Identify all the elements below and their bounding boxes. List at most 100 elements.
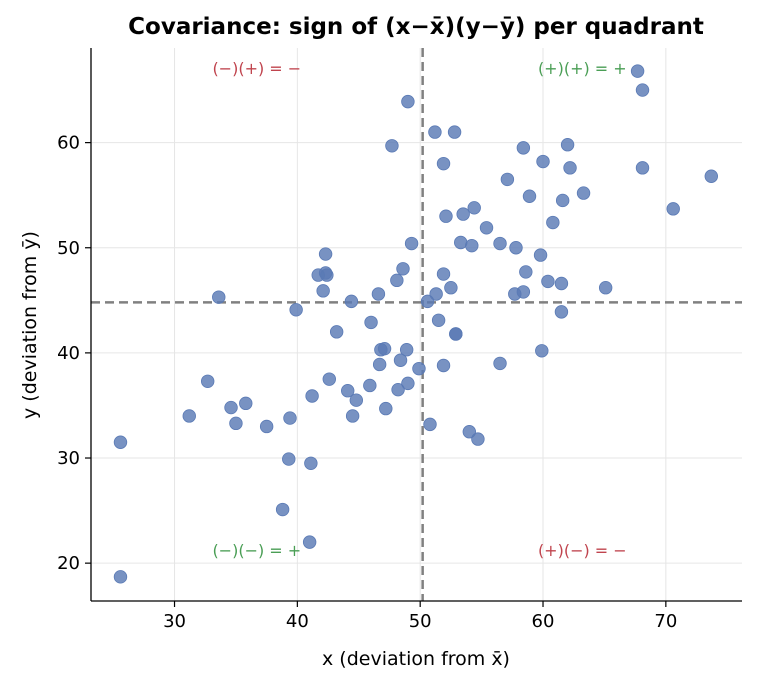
data-point <box>345 409 360 423</box>
x-tick-label: 30 <box>163 611 186 632</box>
data-point <box>546 215 560 230</box>
axes <box>90 48 742 602</box>
data-point <box>329 325 344 339</box>
data-point <box>516 285 531 299</box>
data-point <box>113 435 128 449</box>
data-point <box>401 94 415 109</box>
data-point <box>316 284 330 298</box>
data-point <box>371 287 386 301</box>
mean-lines <box>91 48 742 601</box>
data-point <box>598 281 613 295</box>
data-point <box>522 189 537 203</box>
data-point <box>404 236 419 251</box>
data-point <box>555 193 570 208</box>
data-point <box>229 416 243 431</box>
y-tick-label: 30 <box>57 448 80 469</box>
data-point <box>320 268 334 282</box>
data-point <box>630 64 645 78</box>
data-point <box>456 207 470 221</box>
data-point <box>372 357 387 372</box>
data-point <box>390 273 404 288</box>
data-point <box>283 411 297 425</box>
data-point <box>493 236 507 251</box>
data-point <box>423 417 437 432</box>
data-point <box>535 344 549 358</box>
data-point <box>635 83 650 97</box>
data-point <box>304 456 318 470</box>
data-point <box>363 378 377 393</box>
ticks: 30 40 50 60 70 20 30 40 50 60 <box>57 133 677 632</box>
data-point <box>431 313 446 327</box>
data-point <box>436 267 451 281</box>
y-tick-label: 50 <box>57 238 80 259</box>
data-point <box>704 169 718 183</box>
data-point <box>305 389 319 403</box>
data-point <box>516 141 531 155</box>
data-points <box>113 64 718 584</box>
data-point <box>444 281 458 295</box>
data-point <box>462 425 477 439</box>
data-point <box>465 238 479 253</box>
data-point <box>429 287 443 301</box>
x-tick-label: 60 <box>532 611 555 632</box>
data-point <box>563 161 577 175</box>
data-point <box>471 432 485 446</box>
data-point <box>377 341 392 356</box>
data-point <box>344 294 359 309</box>
data-point <box>576 186 591 200</box>
y-tick-label: 20 <box>57 553 80 574</box>
data-point <box>224 400 238 415</box>
data-point <box>560 138 575 152</box>
y-tick-label: 40 <box>57 343 80 364</box>
data-point <box>259 419 274 434</box>
y-axis-label: y (deviation from ȳ) <box>19 231 41 419</box>
data-point <box>302 535 317 549</box>
chart-title: Covariance: sign of (x−x̄)(y−ȳ) per qua… <box>128 14 704 40</box>
data-point <box>341 384 355 398</box>
data-point <box>349 393 364 407</box>
data-point <box>666 202 680 216</box>
data-point <box>541 274 555 289</box>
data-point <box>391 382 405 397</box>
data-point <box>401 376 415 391</box>
quadrant-label-top-right: (+)(+) = + <box>538 59 627 78</box>
data-point <box>454 235 468 250</box>
data-point <box>436 358 451 373</box>
data-point <box>282 452 296 466</box>
quadrant-labels: (−)(+) = − (+)(+) = + (−)(−) = + (+)(−) = − <box>212 59 626 560</box>
data-point <box>533 248 548 262</box>
data-point <box>318 247 333 261</box>
data-point <box>322 372 336 386</box>
data-point <box>519 265 533 279</box>
data-point <box>536 154 550 169</box>
data-point <box>212 290 226 304</box>
data-point <box>182 409 196 423</box>
data-point <box>635 161 650 175</box>
data-point <box>428 125 442 139</box>
data-point <box>436 156 451 171</box>
y-tick-label: 60 <box>57 133 80 154</box>
data-point <box>379 401 393 416</box>
data-point <box>275 502 290 517</box>
data-point <box>447 125 462 139</box>
data-point <box>412 361 426 376</box>
data-point <box>239 396 253 411</box>
x-tick-label: 40 <box>286 611 309 632</box>
data-point <box>509 241 523 255</box>
data-point <box>364 315 378 330</box>
x-tick-label: 50 <box>409 611 432 632</box>
data-point <box>289 303 303 317</box>
data-point <box>467 201 481 215</box>
quadrant-label-top-left: (−)(+) = − <box>212 59 301 78</box>
data-point <box>554 276 569 291</box>
data-point <box>200 374 215 388</box>
data-point <box>439 209 453 223</box>
data-point <box>113 570 128 584</box>
data-point <box>393 353 408 367</box>
data-point <box>420 294 435 309</box>
data-point <box>554 305 569 319</box>
data-point <box>385 139 399 153</box>
data-point <box>449 327 463 341</box>
data-point <box>396 262 410 276</box>
